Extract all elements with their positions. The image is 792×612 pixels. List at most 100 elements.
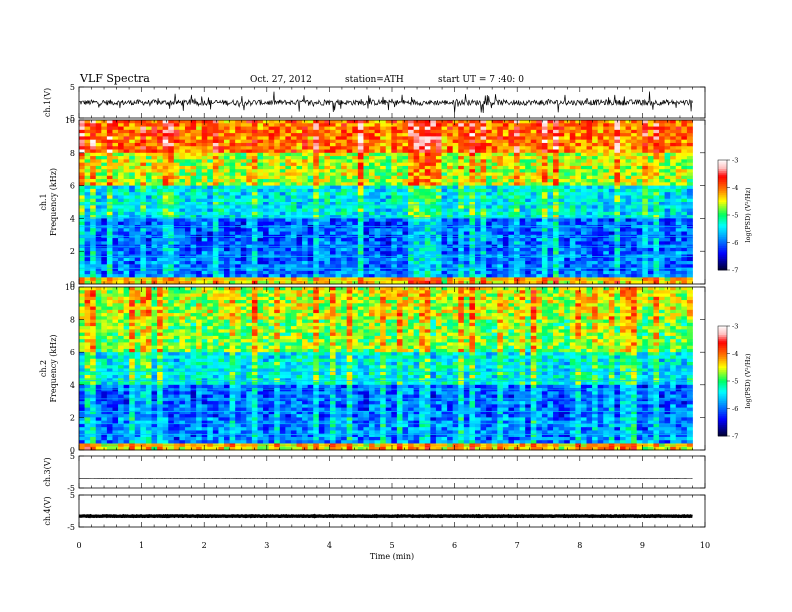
- ch1-spectrogram-cell: [201, 257, 208, 262]
- ch1-spectrogram-cell: [224, 175, 230, 180]
- ch1-spectrogram-cell: [173, 257, 180, 262]
- ch1-spectrogram-cell: [235, 241, 242, 246]
- ch1-spectrogram-cell: [435, 251, 442, 255]
- ch1-spectrogram-cell: [168, 195, 175, 200]
- ch1-spectrogram-cell: [614, 205, 621, 209]
- ch1-spectrogram-cell: [145, 152, 152, 157]
- ch1-spectrogram-cell: [391, 172, 398, 177]
- ch1-spectrogram-cell: [201, 218, 208, 223]
- ch1-spectrogram-cell: [207, 247, 214, 252]
- ch1-spectrogram-cell: [608, 257, 615, 262]
- ch1-spectrogram-cell: [402, 221, 409, 226]
- ch1-spectrogram-cell: [346, 221, 353, 226]
- ch1-spectrogram-cell: [145, 205, 152, 209]
- ch1-spectrogram-cell: [162, 188, 169, 193]
- ch1-spectrogram-cell: [168, 251, 175, 255]
- ch1-spectrogram-cell: [341, 142, 348, 147]
- ch1-spectrogram-cell: [402, 205, 409, 209]
- ch1-spectrogram-cell: [564, 169, 571, 173]
- ch1-spectrogram-cell: [592, 169, 599, 173]
- ch1-spectrogram-cell: [514, 211, 520, 216]
- ch1-spectrogram-cell: [413, 185, 420, 190]
- ch1-spectrogram-cell: [369, 182, 375, 186]
- ch1-spectrogram-cell: [474, 205, 481, 209]
- ch1-spectrogram-cell: [664, 192, 671, 196]
- ch1-spectrogram-cell: [469, 152, 476, 157]
- ch1-spectrogram-cell: [229, 162, 236, 167]
- ch1-spectrogram-cell: [290, 159, 297, 164]
- ch1-spectrogram-cell: [547, 221, 554, 226]
- ch1-spectrogram-cell: [363, 126, 370, 131]
- ch1-spectrogram-cell: [207, 185, 214, 190]
- ch1-spectrogram-cell: [229, 221, 236, 226]
- ch1-spectrogram-cell: [580, 198, 587, 203]
- ch1-spectrogram-cell: [151, 123, 158, 127]
- ch1-spectrogram-cell: [530, 129, 537, 134]
- ch1-spectrogram-cell: [95, 264, 102, 268]
- ch1-spectrogram-cell: [168, 165, 175, 170]
- ch1-spectrogram-cell: [435, 241, 442, 246]
- ch1-spectrogram-cell: [240, 211, 247, 216]
- ch1-spectrogram-cell: [374, 247, 381, 252]
- ch1-spectrogram-cell: [134, 162, 141, 167]
- ch1-spectrogram-cell: [279, 238, 286, 242]
- ch1-spectrogram-cell: [145, 159, 152, 164]
- ch1-spectrogram-cell: [369, 257, 375, 262]
- ch1-spectrogram-cell: [502, 221, 509, 226]
- ch1-spectrogram-cell: [396, 198, 403, 203]
- ch1-spectrogram-cell: [341, 195, 348, 200]
- ch1-spectrogram-cell: [84, 142, 91, 147]
- ch1-spectrogram-cell: [157, 221, 164, 226]
- ch1-spectrogram-cell: [486, 129, 493, 134]
- ch1-spectrogram-cell: [491, 146, 498, 150]
- ch1-spectrogram-cell: [575, 247, 582, 252]
- ch1-spectrogram-cell: [374, 257, 381, 262]
- ch1-spectrogram-cell: [190, 142, 197, 147]
- ch1-spectrogram-cell: [207, 241, 214, 246]
- ch1-spectrogram-cell: [647, 123, 654, 127]
- ch1-spectrogram-cell: [218, 142, 225, 147]
- ch1-spectrogram-cell: [251, 185, 258, 190]
- ch1-spectrogram-cell: [118, 162, 125, 167]
- ch1-spectrogram-cell: [374, 136, 381, 141]
- ch1-spectrogram-cell: [430, 146, 437, 150]
- ch1-spectrogram-cell: [625, 261, 632, 265]
- ch1-spectrogram-cell: [619, 120, 626, 124]
- ch1-spectrogram-cell: [112, 241, 119, 246]
- ch1-spectrogram-cell: [341, 129, 348, 134]
- ch1-spectrogram-cell: [580, 202, 587, 206]
- ch1-spectrogram-cell: [592, 241, 599, 246]
- ch1-spectrogram-cell: [670, 126, 677, 131]
- ch1-spectrogram-cell: [541, 162, 548, 167]
- ch1-spectrogram-cell: [435, 231, 442, 236]
- ch1-spectrogram-cell: [84, 221, 91, 226]
- ch1-spectrogram-cell: [564, 241, 571, 246]
- ch1-spectrogram-cell: [263, 218, 270, 223]
- ch1-spectrogram-cell: [363, 156, 370, 160]
- ch1-spectrogram-cell: [268, 129, 275, 134]
- ch1-spectrogram-cell: [118, 156, 125, 160]
- ch1-spectrogram-cell: [190, 169, 197, 173]
- ch1-spectrogram-cell: [580, 205, 587, 209]
- ch1-spectrogram-cell: [106, 208, 113, 213]
- ch1-spectrogram-cell: [536, 251, 543, 255]
- ch1-spectrogram-cell: [452, 215, 459, 219]
- ch1-spectrogram-cell: [129, 172, 136, 177]
- ch1-spectrogram-cell: [118, 241, 125, 246]
- ch1-spectrogram-cell: [491, 221, 498, 226]
- ch1-spectrogram-cell: [235, 169, 242, 173]
- ch1-spectrogram-cell: [614, 175, 621, 180]
- ch1-spectrogram-cell: [246, 211, 253, 216]
- ch1-spectrogram-cell: [508, 120, 515, 124]
- ch1-spectrogram-cell: [235, 231, 242, 236]
- ch1-spectrogram-cell: [285, 264, 292, 268]
- ch1-spectrogram-cell: [653, 179, 660, 183]
- ch1-spectrogram-cell: [140, 120, 147, 124]
- ch1-spectrogram-cell: [603, 159, 610, 164]
- ch1-spectrogram-cell: [536, 231, 543, 236]
- ch1-spectrogram-cell: [151, 179, 158, 183]
- ch1-spectrogram-cell: [112, 162, 119, 167]
- ch1-spectrogram-cell: [79, 238, 85, 242]
- ch1-spectrogram-cell: [441, 139, 448, 144]
- ch1-spectrogram-cell: [592, 146, 599, 150]
